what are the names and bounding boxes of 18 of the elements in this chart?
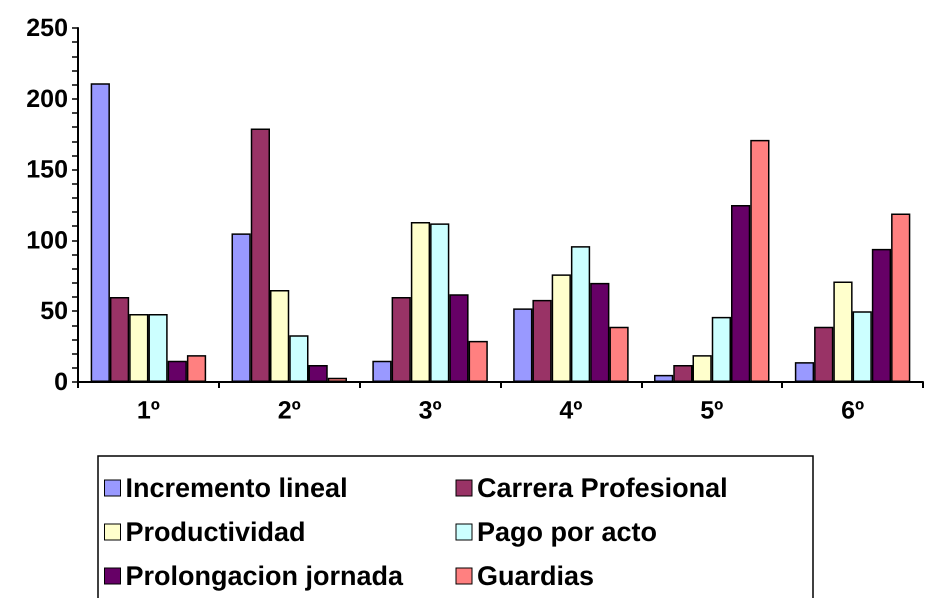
x-tick-label: 2º xyxy=(278,396,301,424)
legend-label: Guardias xyxy=(477,561,594,591)
y-tick-label: 50 xyxy=(40,297,68,326)
y-tick-label: 0 xyxy=(54,368,68,396)
y-tick-label: 200 xyxy=(26,84,68,113)
y-tick-label: 150 xyxy=(26,156,68,184)
x-tick-label: 3º xyxy=(418,396,442,424)
x-tick-label: 6º xyxy=(841,396,864,424)
y-tick-label: 250 xyxy=(26,14,68,42)
y-tick-label: 100 xyxy=(26,226,68,254)
legend-label: Prolongacion jornada xyxy=(126,561,404,591)
legend-label: Productividad xyxy=(126,517,306,547)
legend-label: Carrera Profesional xyxy=(477,473,728,503)
legend-label: Pago por acto xyxy=(477,517,658,547)
x-tick-label: 1º xyxy=(136,396,160,424)
x-tick-label: 4º xyxy=(559,396,582,424)
legend-label: Incremento lineal xyxy=(126,473,348,503)
x-tick-label: 5º xyxy=(700,396,724,424)
